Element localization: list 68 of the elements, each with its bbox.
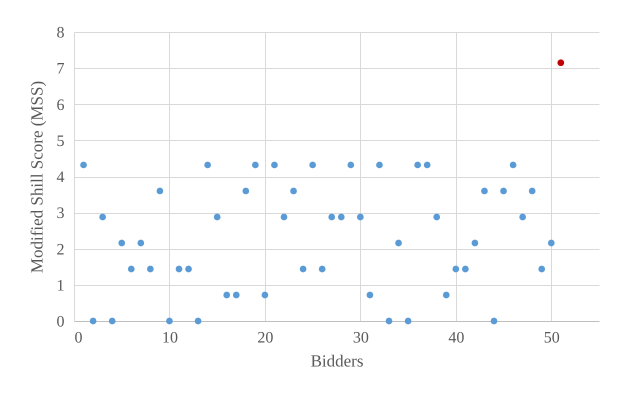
- point: [194, 318, 202, 324]
- x-axis-title: Bidders: [310, 352, 364, 370]
- x-tick-label: 40: [448, 330, 464, 346]
- point: [528, 188, 536, 194]
- point: [147, 266, 154, 272]
- x-tick-label: 20: [257, 330, 274, 346]
- point: [452, 266, 460, 272]
- point: [204, 162, 211, 168]
- point: [366, 292, 374, 298]
- point: [156, 188, 164, 194]
- y-tick-label: 8: [56, 24, 64, 42]
- x-tick-label: 10: [162, 330, 178, 346]
- point: [166, 318, 173, 324]
- point: [357, 214, 364, 220]
- y-tick-label: 6: [56, 96, 64, 114]
- point: [347, 162, 354, 168]
- point: [386, 318, 392, 324]
- y-tick-label: 1: [56, 277, 64, 294]
- y-tick-label: 4: [56, 169, 64, 186]
- y-tick-label: 0: [56, 314, 64, 330]
- point: [118, 240, 126, 246]
- point: [462, 266, 469, 272]
- point: [271, 162, 278, 168]
- point: [338, 214, 345, 220]
- point: [300, 266, 306, 272]
- x-tick-label: 0: [74, 330, 82, 346]
- point: [99, 214, 106, 220]
- point: [404, 318, 412, 324]
- point: [490, 318, 498, 324]
- point: [481, 188, 488, 194]
- x-tick-label: 30: [352, 330, 369, 346]
- point: [185, 266, 192, 272]
- point: [472, 240, 478, 246]
- point: [376, 162, 383, 168]
- point: [500, 188, 507, 194]
- point: [309, 162, 316, 168]
- point: [414, 162, 421, 168]
- point: [280, 214, 288, 220]
- point: [108, 318, 116, 324]
- point: [510, 162, 516, 168]
- point: [548, 240, 555, 246]
- point: [424, 162, 431, 168]
- point: [328, 214, 336, 220]
- point: [232, 292, 240, 298]
- y-tick-label: 3: [56, 205, 64, 222]
- point: [318, 266, 326, 272]
- point: [538, 266, 546, 272]
- point: [176, 266, 182, 272]
- point: [442, 292, 450, 298]
- y-tick-label: 7: [56, 60, 64, 78]
- point: [128, 266, 135, 272]
- point: [90, 318, 96, 324]
- point: [395, 240, 402, 246]
- point: [242, 188, 250, 194]
- point: [290, 188, 297, 194]
- y-axis-title: Modified Shill Score (MSS): [28, 80, 46, 274]
- point: [433, 214, 440, 220]
- point: [519, 214, 526, 220]
- y-tick-label: 5: [56, 132, 64, 150]
- x-tick-label: 50: [544, 330, 560, 346]
- point: [252, 162, 259, 168]
- point: [80, 162, 87, 168]
- y-tick-label: 2: [56, 241, 64, 258]
- point: [214, 214, 221, 220]
- point: [137, 240, 144, 246]
- point: [223, 292, 230, 298]
- point: [557, 59, 564, 66]
- point: [262, 292, 268, 298]
